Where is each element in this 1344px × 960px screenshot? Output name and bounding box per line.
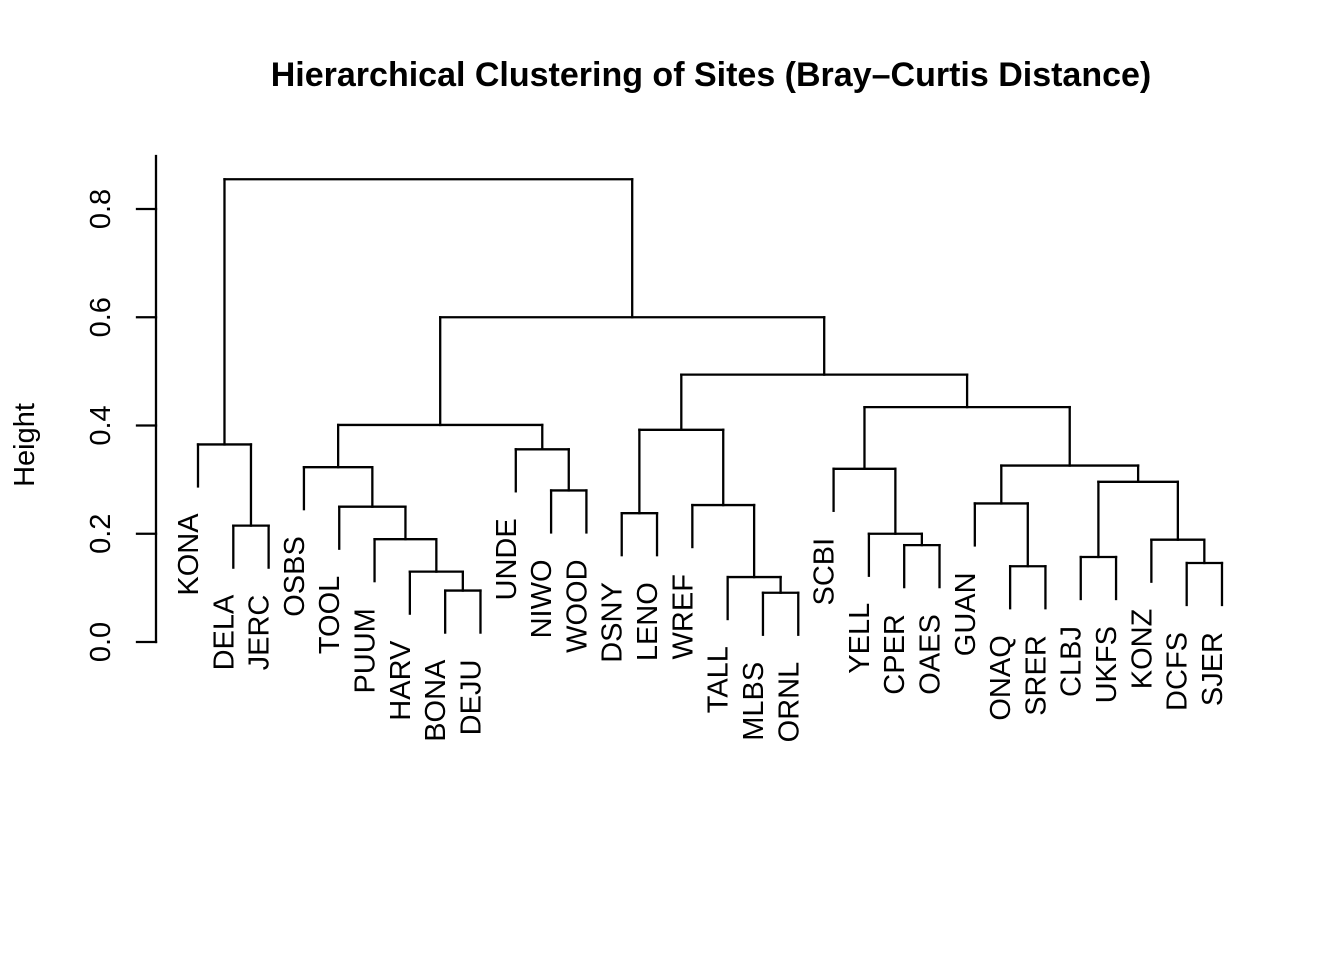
leaf-label-WOOD: WOOD	[561, 559, 593, 652]
leaf-label-TALL: TALL	[703, 646, 735, 713]
leaf-label-DEJU: DEJU	[455, 660, 487, 736]
leaf-label-WREF: WREF	[667, 574, 699, 659]
leaf-label-SRER: SRER	[1020, 635, 1052, 716]
leaf-label-DSNY: DSNY	[597, 582, 629, 663]
leaf-label-DELA: DELA	[208, 594, 240, 670]
leaf-label-TOOL: TOOL	[314, 576, 346, 654]
leaf-label-CLBJ: CLBJ	[1056, 626, 1088, 697]
y-axis-tick-label: 0.4	[85, 405, 117, 445]
y-axis-tick-label: 0.2	[85, 514, 117, 554]
leaf-label-OAES: OAES	[915, 614, 947, 695]
leaf-label-PUUM: PUUM	[350, 608, 382, 693]
y-axis-tick-label: 0.6	[85, 297, 117, 337]
leaf-label-MLBS: MLBS	[738, 662, 770, 741]
leaf-label-DCFS: DCFS	[1162, 632, 1194, 711]
leaf-label-SCBI: SCBI	[809, 538, 841, 606]
y-axis-tick-label: 0.8	[85, 189, 117, 229]
leaf-label-HARV: HARV	[385, 640, 417, 721]
leaf-label-UKFS: UKFS	[1091, 626, 1123, 703]
leaf-label-UNDE: UNDE	[491, 518, 523, 600]
y-axis-title: Height	[9, 403, 41, 487]
leaf-label-ORNL: ORNL	[773, 662, 805, 743]
leaf-label-OSBS: OSBS	[279, 536, 311, 617]
leaf-label-SJER: SJER	[1197, 632, 1229, 706]
leaf-label-KONA: KONA	[173, 513, 205, 596]
y-axis-tick-label: 0.0	[85, 622, 117, 662]
leaf-label-KONZ: KONZ	[1126, 609, 1158, 690]
leaf-label-GUAN: GUAN	[950, 572, 982, 656]
leaf-label-CPER: CPER	[879, 614, 911, 695]
leaf-label-YELL: YELL	[844, 603, 876, 674]
leaf-label-BONA: BONA	[420, 659, 452, 742]
leaf-label-LENO: LENO	[632, 582, 664, 661]
leaf-label-NIWO: NIWO	[526, 559, 558, 638]
leaf-label-JERC: JERC	[244, 595, 276, 671]
leaf-label-ONAQ: ONAQ	[985, 635, 1017, 720]
chart-title: Hierarchical Clustering of Sites (Bray–C…	[270, 56, 1152, 94]
